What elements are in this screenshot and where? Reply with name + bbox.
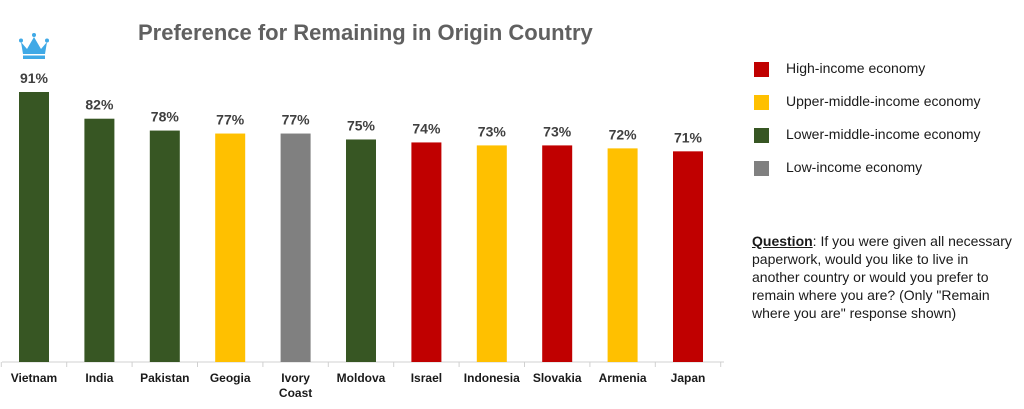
legend-label-high-income: High-income economy bbox=[786, 60, 926, 76]
bar-slovakia bbox=[542, 145, 573, 362]
legend-label-lower-middle-income: Lower-middle-income economy bbox=[786, 126, 981, 142]
legend-label-upper-middle-income: Upper-middle-income economy bbox=[786, 93, 981, 109]
category-label-moldova: Moldova bbox=[337, 371, 386, 385]
bar-ivory-coast bbox=[280, 133, 311, 362]
category-label-israel: Israel bbox=[411, 371, 442, 385]
category-label-geogia: Geogia bbox=[210, 371, 251, 385]
chart-title: Preference for Remaining in Origin Count… bbox=[138, 20, 593, 45]
value-label-israel: 74% bbox=[412, 120, 441, 136]
bar-moldova bbox=[346, 139, 376, 362]
bar-pakistan bbox=[149, 130, 180, 362]
question-label: Question bbox=[752, 233, 813, 249]
category-label-slovakia: Slovakia bbox=[533, 371, 582, 385]
value-label-moldova: 75% bbox=[347, 117, 376, 133]
bar-japan bbox=[673, 151, 703, 362]
legend-swatch-upper-middle-income bbox=[754, 95, 769, 110]
value-label-pakistan: 78% bbox=[151, 109, 180, 125]
question-text: : If you were given all necessary paperw… bbox=[752, 233, 1012, 321]
value-label-slovakia: 73% bbox=[543, 123, 572, 139]
bar-israel bbox=[411, 142, 442, 362]
legend-swatch-high-income bbox=[754, 62, 769, 77]
category-label-armenia: Armenia bbox=[599, 371, 647, 385]
category-label-vietnam: Vietnam bbox=[11, 371, 57, 385]
bar-india bbox=[84, 118, 115, 362]
crown-icon bbox=[19, 33, 49, 59]
category-label-japan: Japan bbox=[671, 371, 706, 385]
value-label-india: 82% bbox=[85, 97, 114, 113]
bar-armenia bbox=[607, 148, 638, 362]
category-label-ivory-coast: Ivory Coast bbox=[279, 371, 312, 400]
bar-vietnam bbox=[19, 92, 49, 362]
value-label-ivory-coast: 77% bbox=[282, 112, 311, 128]
legend-swatch-low-income bbox=[754, 161, 769, 176]
value-label-japan: 71% bbox=[674, 129, 703, 145]
category-label-pakistan: Pakistan bbox=[140, 371, 189, 385]
legend-swatch-lower-middle-income bbox=[754, 128, 769, 143]
value-label-geogia: 77% bbox=[216, 112, 245, 128]
legend-label-low-income: Low-income economy bbox=[786, 159, 923, 175]
question-note: Question: If you were given all necessar… bbox=[752, 232, 1018, 322]
value-label-vietnam: 91% bbox=[20, 70, 49, 86]
value-label-armenia: 72% bbox=[609, 126, 638, 142]
value-label-indonesia: 73% bbox=[478, 123, 507, 139]
bar-indonesia bbox=[476, 145, 507, 362]
category-label-india: India bbox=[85, 371, 113, 385]
bar-geogia bbox=[215, 133, 246, 362]
category-label-indonesia: Indonesia bbox=[464, 371, 520, 385]
